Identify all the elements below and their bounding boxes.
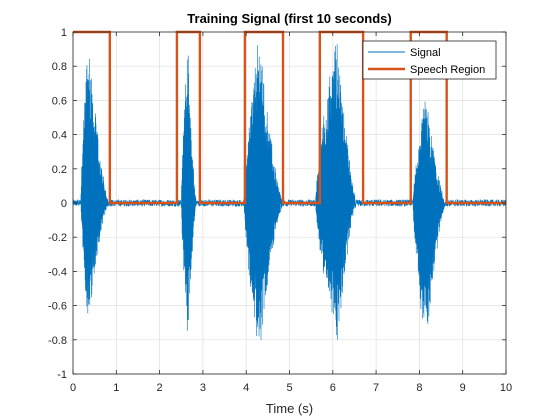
x-tick-label: 10: [500, 382, 512, 394]
y-tick-label: -0.8: [48, 335, 67, 347]
x-tick-label: 0: [70, 382, 76, 394]
y-tick-label: 0: [61, 198, 67, 210]
x-tick-label: 4: [243, 382, 249, 394]
x-tick-label: 1: [113, 382, 119, 394]
legend: Signal Speech Region: [362, 40, 497, 80]
x-tick-label: 7: [373, 382, 379, 394]
y-tick-labels: -1 -0.8 -0.6 -0.4 -0.2 0 0.2 0.4 0.6 0.8 1: [48, 27, 67, 381]
y-tick-label: -0.2: [48, 232, 67, 244]
x-tick-label: 2: [157, 382, 163, 394]
axis-ticks: [72, 31, 507, 375]
legend-speech-label: Speech Region: [410, 64, 485, 76]
x-tick-label: 5: [286, 382, 292, 394]
y-tick-label: 0.6: [52, 95, 67, 107]
x-tick-label: 6: [330, 382, 336, 394]
y-tick-label: -0.6: [48, 301, 67, 313]
x-tick-label: 9: [460, 382, 466, 394]
y-tick-label: 0.8: [52, 61, 67, 73]
x-tick-label: 8: [416, 382, 422, 394]
y-tick-label: -0.4: [48, 266, 67, 278]
y-tick-label: 0.4: [52, 130, 67, 142]
x-tick-labels: 0 1 2 3 4 5 6 7 8 9 10: [70, 382, 512, 394]
y-tick-label: 1: [61, 27, 67, 39]
legend-signal-label: Signal: [410, 47, 441, 59]
y-tick-label: -1: [57, 369, 67, 381]
x-axis-label: Time (s): [266, 401, 313, 416]
legend-box: [362, 40, 497, 80]
y-tick-label: 0.2: [52, 164, 67, 176]
chart-title: Training Signal (first 10 seconds): [187, 11, 391, 26]
x-tick-label: 3: [200, 382, 206, 394]
